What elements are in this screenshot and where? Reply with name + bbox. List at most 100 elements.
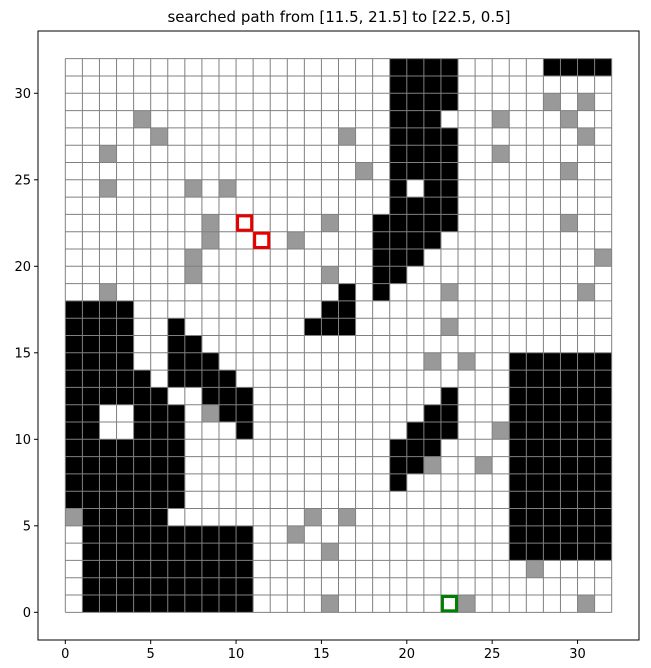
visited-cell: [492, 110, 510, 128]
obstacle-cell: [509, 352, 527, 371]
obstacle-cell: [577, 508, 595, 526]
obstacle-cell: [406, 75, 424, 94]
visited-cell: [355, 162, 373, 180]
obstacle-cell: [423, 145, 441, 163]
obstacle-cell: [82, 404, 100, 423]
x-tick-label: 10: [228, 647, 245, 662]
obstacle-cell: [389, 58, 407, 76]
obstacle-cell: [116, 300, 134, 319]
visited-cell: [338, 127, 356, 146]
obstacle-cell: [577, 473, 595, 492]
obstacle-cell: [167, 543, 185, 561]
obstacle-cell: [509, 525, 527, 544]
obstacle-cell: [65, 404, 83, 423]
obstacle-cell: [594, 387, 612, 405]
obstacle-cell: [406, 231, 424, 249]
obstacle-cell: [560, 422, 578, 440]
obstacle-cell: [389, 231, 407, 249]
obstacle-cell: [150, 508, 168, 526]
visited-cell: [201, 231, 219, 249]
visited-cell: [577, 127, 595, 146]
obstacle-cell: [65, 422, 83, 440]
obstacle-cell: [65, 300, 83, 319]
obstacle-cell: [423, 231, 441, 249]
obstacle-cell: [99, 491, 117, 509]
obstacle-cell: [218, 387, 237, 405]
visited-cell: [560, 162, 578, 180]
obstacle-cell: [406, 58, 424, 76]
axes-frame: [37, 30, 640, 641]
obstacle-cell: [338, 300, 356, 319]
obstacle-cell: [509, 543, 527, 561]
obstacle-cell: [116, 318, 134, 336]
obstacle-cell: [440, 214, 459, 232]
obstacle-cell: [116, 543, 134, 561]
obstacle-cell: [82, 508, 100, 526]
obstacle-cell: [389, 145, 407, 163]
obstacle-cell: [389, 266, 407, 284]
visited-cell: [458, 352, 476, 371]
obstacle-cell: [201, 525, 219, 544]
x-tick-label: 15: [313, 647, 330, 662]
obstacle-cell: [526, 370, 544, 388]
obstacle-cell: [526, 352, 544, 371]
obstacle-cell: [526, 387, 544, 405]
obstacle-cell: [82, 525, 100, 544]
obstacle-cell: [184, 560, 202, 578]
visited-cell: [577, 283, 595, 301]
obstacle-cell: [509, 370, 527, 388]
visited-cell: [99, 179, 117, 198]
obstacle-cell: [423, 197, 441, 215]
obstacle-cell: [99, 352, 117, 371]
obstacle-cell: [543, 439, 561, 457]
obstacle-cell: [116, 473, 134, 492]
obstacle-cell: [167, 404, 185, 423]
obstacle-cell: [509, 404, 527, 423]
obstacle-cell: [594, 491, 612, 509]
obstacle-cell: [116, 352, 134, 371]
obstacle-cell: [184, 543, 202, 561]
obstacle-cell: [389, 439, 407, 457]
obstacle-cell: [560, 543, 578, 561]
obstacle-cell: [423, 58, 441, 76]
obstacle-cell: [543, 422, 561, 440]
obstacle-cell: [150, 595, 168, 613]
obstacle-cell: [594, 456, 612, 474]
visited-cell: [577, 595, 595, 613]
visited-cell: [184, 248, 202, 267]
obstacle-cell: [440, 162, 459, 180]
obstacle-cell: [577, 404, 595, 423]
y-tick-label: 5: [23, 519, 31, 534]
obstacle-cell: [406, 162, 424, 180]
obstacle-cell: [423, 110, 441, 128]
obstacle-cell: [65, 387, 83, 405]
obstacle-cell: [440, 387, 459, 405]
obstacle-cell: [543, 456, 561, 474]
obstacle-cell: [560, 352, 578, 371]
obstacle-cell: [560, 508, 578, 526]
obstacle-cell: [594, 422, 612, 440]
obstacle-cell: [577, 456, 595, 474]
obstacle-cell: [577, 525, 595, 544]
obstacle-cell: [99, 439, 117, 457]
visited-cell: [287, 525, 305, 544]
obstacle-cell: [526, 508, 544, 526]
obstacle-cell: [201, 560, 219, 578]
obstacle-cell: [82, 456, 100, 474]
obstacle-cell: [389, 456, 407, 474]
obstacle-cell: [526, 473, 544, 492]
obstacle-cell: [99, 335, 117, 353]
obstacle-cell: [560, 58, 578, 76]
obstacle-cell: [577, 422, 595, 440]
obstacle-cell: [82, 335, 100, 353]
obstacle-cell: [167, 422, 185, 440]
obstacle-cell: [389, 197, 407, 215]
obstacle-cell: [150, 456, 168, 474]
visited-cell: [201, 214, 219, 232]
visited-cell: [321, 543, 339, 561]
y-tick-label: 30: [14, 87, 31, 102]
obstacle-cell: [150, 577, 168, 596]
obstacle-cell: [201, 387, 219, 405]
visited-cell: [458, 595, 476, 613]
visited-cell: [150, 127, 168, 146]
